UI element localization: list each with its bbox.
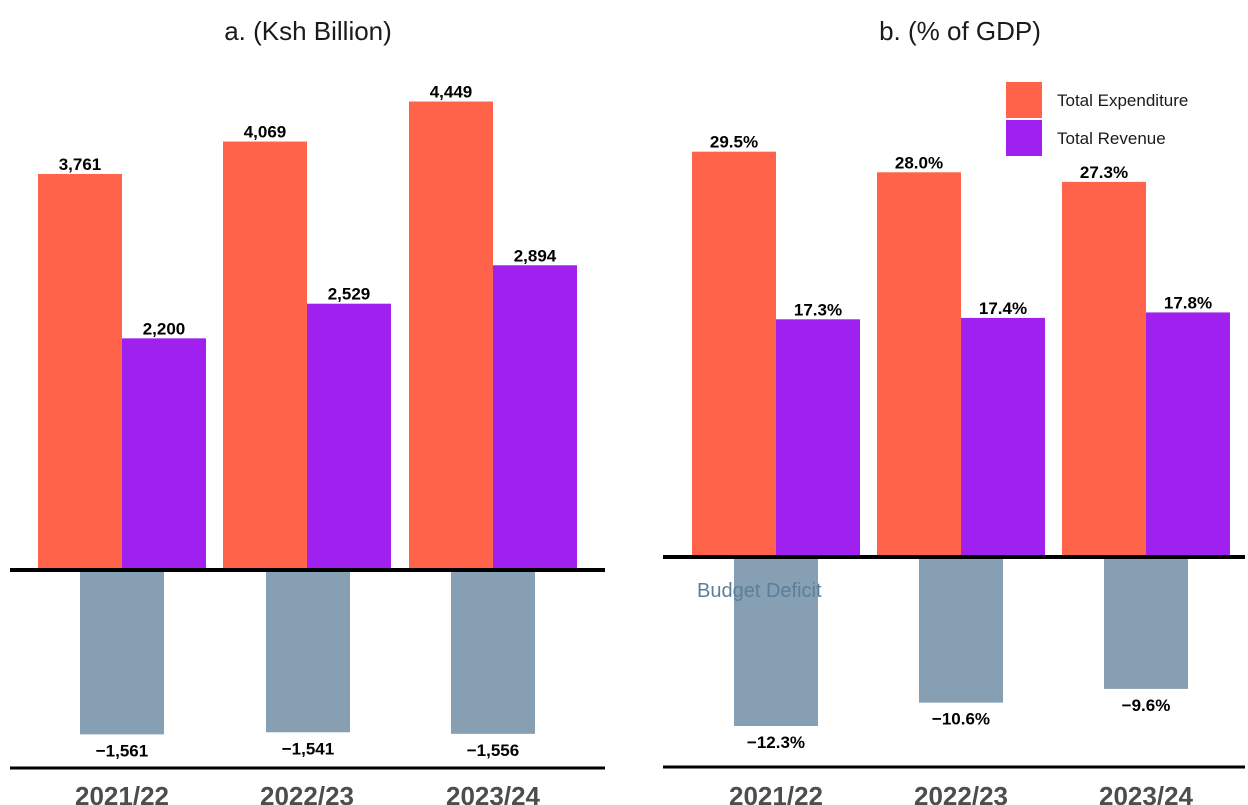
revenue-bar xyxy=(307,303,391,570)
budget-deficit-annotation: Budget Deficit xyxy=(697,580,822,602)
revenue-value-label: 17.3% xyxy=(794,300,842,319)
revenue-bar xyxy=(122,338,206,570)
expenditure-bar xyxy=(409,101,493,571)
revenue-bar xyxy=(776,319,860,557)
expenditure-bar xyxy=(692,151,776,558)
panel-b-title: b. (% of GDP) xyxy=(879,16,1041,46)
deficit-value-label: −10.6% xyxy=(932,710,990,729)
x-tick-label: 2022/23 xyxy=(914,781,1008,805)
revenue-bar xyxy=(961,317,1045,557)
revenue-value-label: 2,200 xyxy=(143,319,186,338)
deficit-value-label: −1,561 xyxy=(96,741,148,760)
revenue-bar xyxy=(1146,312,1230,557)
deficit-bar xyxy=(919,557,1003,703)
revenue-value-label: 17.8% xyxy=(1164,293,1212,312)
x-tick-label: 2022/23 xyxy=(260,781,354,805)
panel-a-title: a. (Ksh Billion) xyxy=(224,16,392,46)
expenditure-bar xyxy=(223,141,307,570)
expenditure-value-label: 3,761 xyxy=(59,155,102,174)
panel-a: a. (Ksh Billion) 3,761 2,200 −1,561 2021/22… xyxy=(10,16,605,805)
expenditure-value-label: 4,449 xyxy=(430,83,473,102)
expenditure-value-label: 29.5% xyxy=(710,133,758,152)
expenditure-value-label: 28.0% xyxy=(895,153,943,172)
expenditure-value-label: 4,069 xyxy=(244,123,287,142)
revenue-value-label: 2,894 xyxy=(514,246,557,265)
expenditure-bar xyxy=(877,172,961,557)
x-tick-label: 2021/22 xyxy=(75,781,169,805)
x-tick-label: 2023/24 xyxy=(1099,781,1194,805)
revenue-value-label: 2,529 xyxy=(328,285,371,304)
deficit-value-label: −9.6% xyxy=(1122,696,1171,715)
legend-label: Total Expenditure xyxy=(1057,91,1188,110)
deficit-value-label: −1,541 xyxy=(282,739,334,758)
expenditure-value-label: 27.3% xyxy=(1080,163,1128,182)
deficit-bar xyxy=(1104,557,1188,689)
revenue-bar xyxy=(493,265,577,570)
panel-b: b. (% of GDP) 29.5% 17.3% −12.3% 2021/22 28.… xyxy=(663,16,1245,805)
deficit-bar xyxy=(80,570,164,735)
deficit-value-label: −12.3% xyxy=(747,733,805,752)
legend-label: Total Revenue xyxy=(1057,129,1166,148)
expenditure-bar xyxy=(38,173,122,570)
x-tick-label: 2023/24 xyxy=(446,781,541,805)
revenue-value-label: 17.4% xyxy=(979,299,1027,318)
legend-swatch xyxy=(1006,120,1042,156)
deficit-bar xyxy=(451,570,535,734)
expenditure-bar xyxy=(1062,181,1146,557)
deficit-bar xyxy=(734,557,818,727)
legend: Total Expenditure Total Revenue xyxy=(1006,82,1188,156)
x-tick-label: 2021/22 xyxy=(729,781,823,805)
deficit-bar xyxy=(266,570,350,733)
deficit-value-label: −1,556 xyxy=(467,741,519,760)
legend-swatch xyxy=(1006,82,1042,118)
